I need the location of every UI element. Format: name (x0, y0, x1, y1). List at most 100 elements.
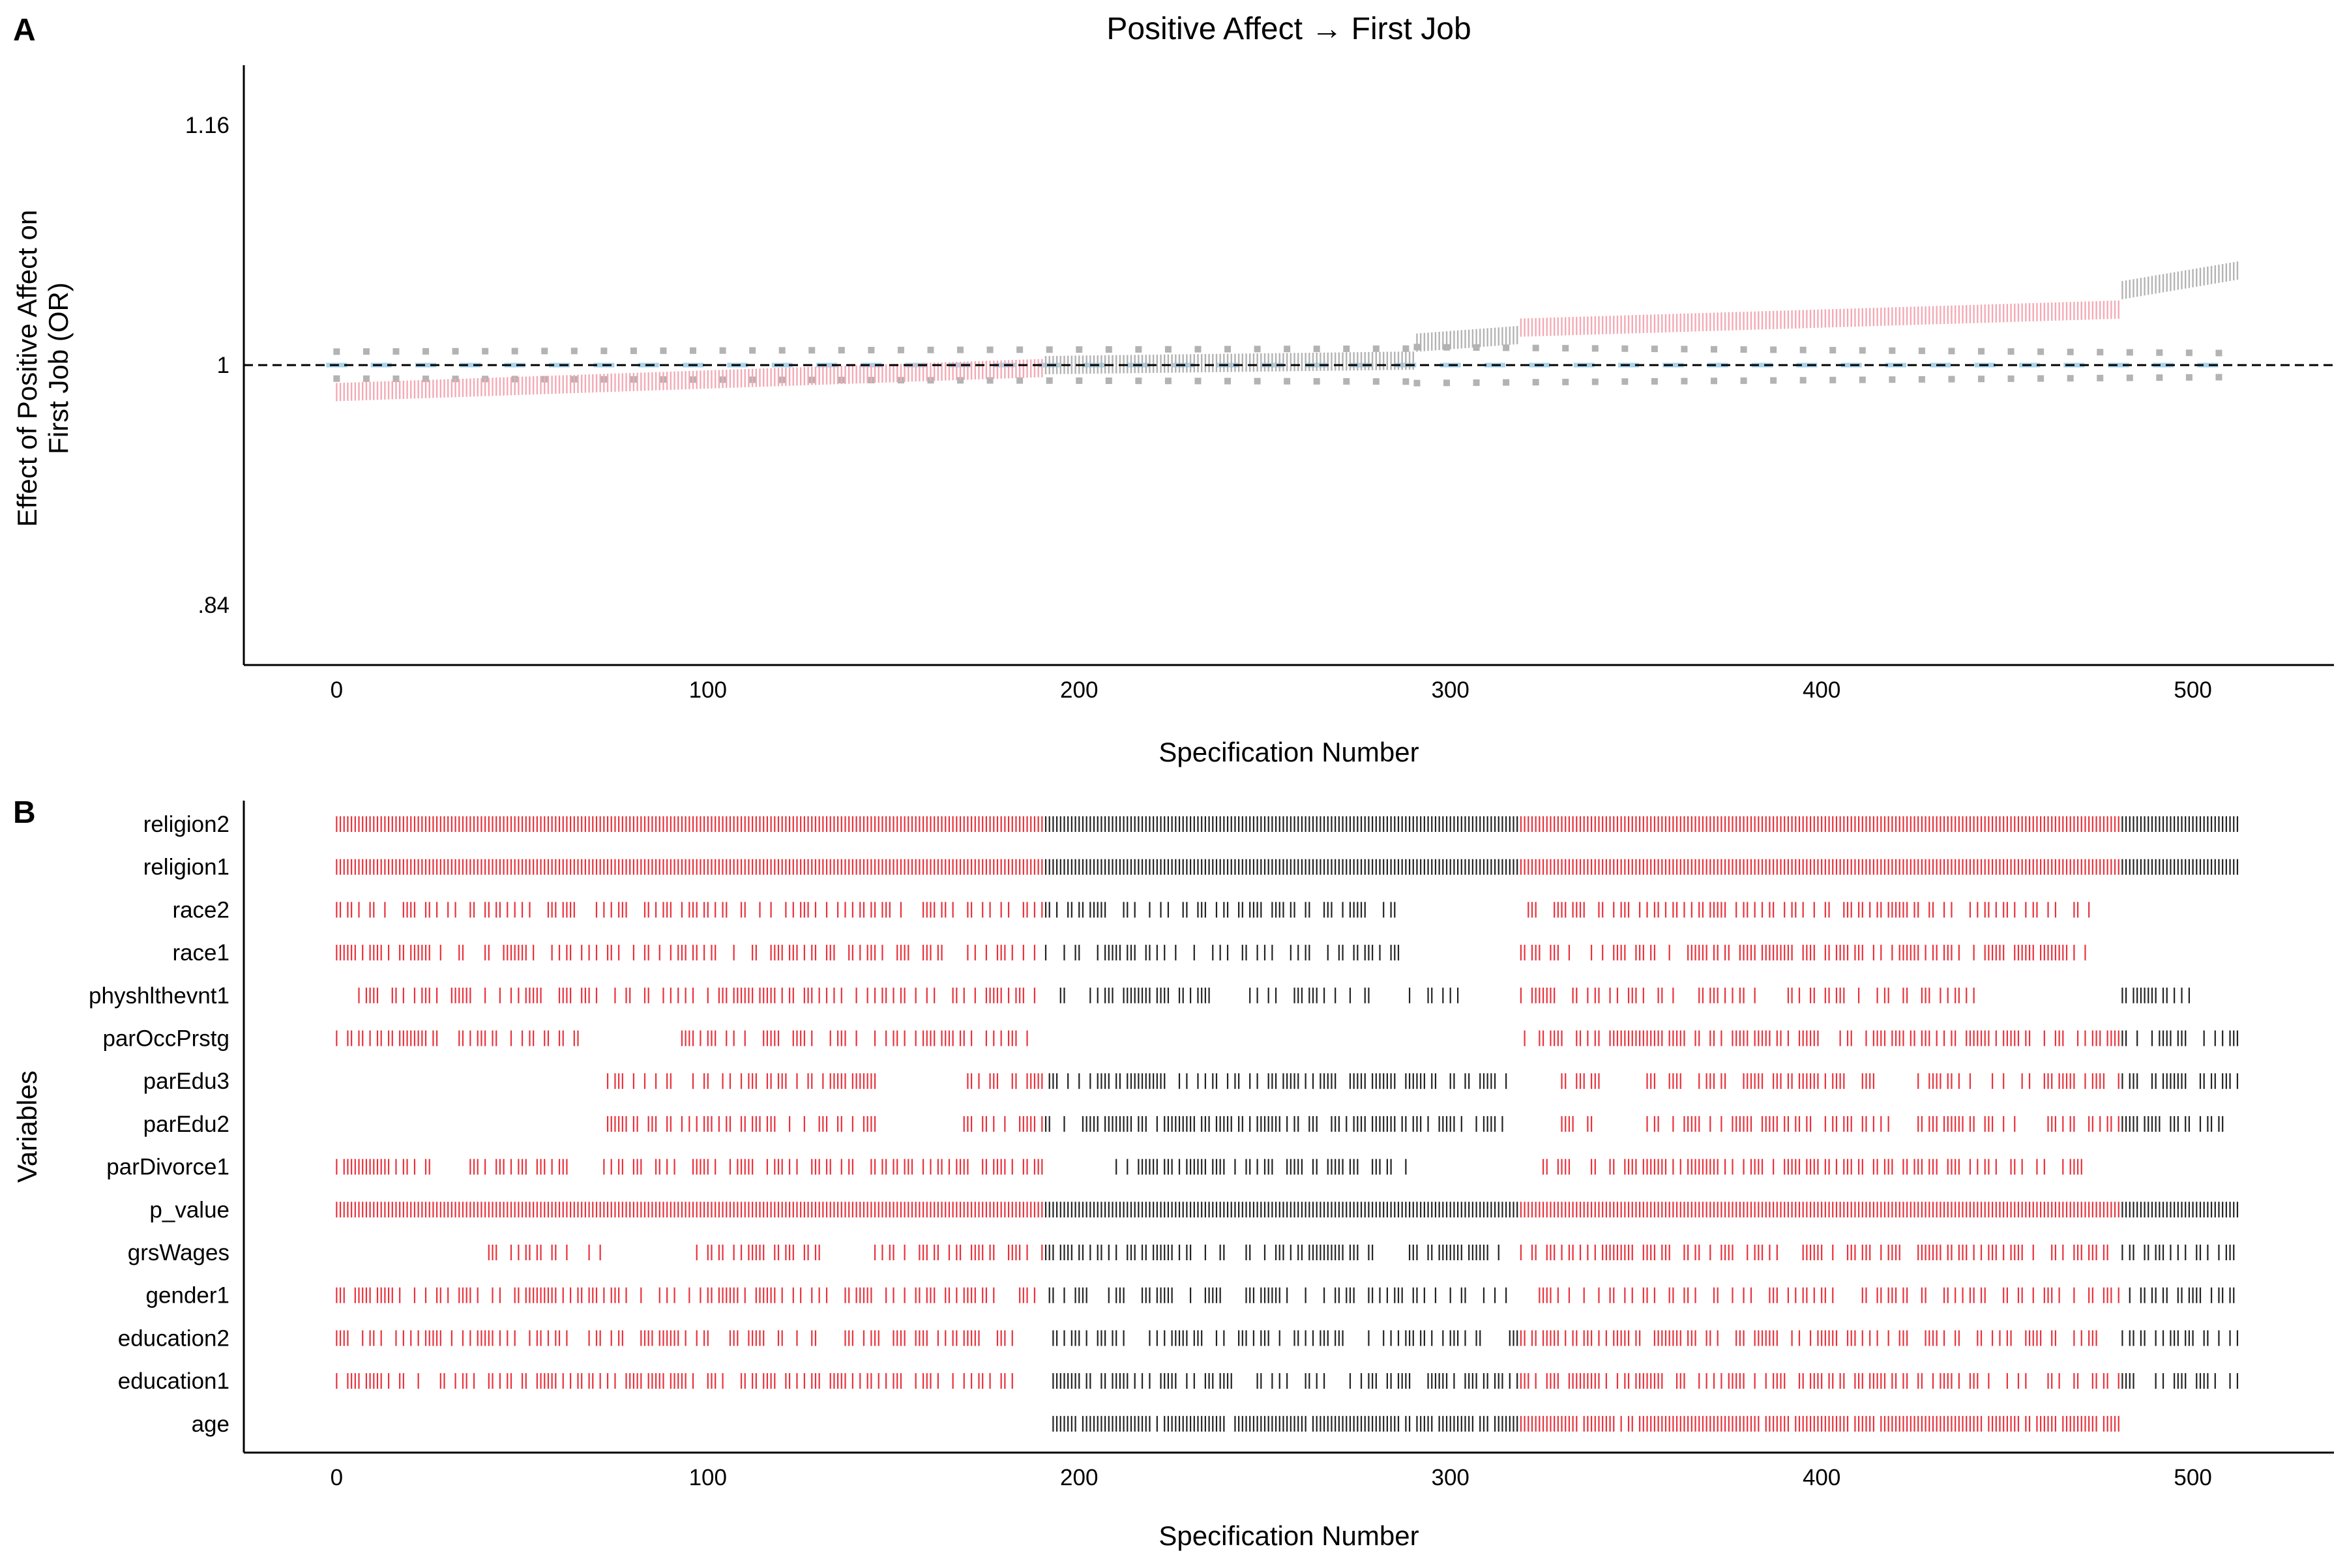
null-upper-mark (1224, 346, 1231, 352)
null-upper-mark (1533, 345, 1539, 351)
null-lower-mark (2067, 375, 2074, 381)
y-tick-label: .84 (198, 593, 229, 618)
null-lower-mark (333, 376, 340, 382)
null-lower-mark (1948, 376, 1955, 383)
null-upper-mark (452, 348, 459, 355)
null-upper-mark (1016, 346, 1023, 353)
null-upper-mark (2186, 349, 2192, 356)
null-upper-mark (957, 347, 964, 353)
null-upper-mark (571, 348, 578, 354)
null-upper-mark (1076, 346, 1082, 353)
null-lower-mark (2186, 374, 2192, 381)
null-lower-mark (1978, 376, 1985, 382)
null-lower-mark (1343, 378, 1350, 385)
null-lower-mark (1562, 379, 1569, 385)
null-upper-mark (541, 348, 548, 354)
x-tick-label: 100 (689, 677, 727, 703)
panel-b: B religion2religion1race2race1physhlthev… (12, 795, 2334, 1551)
null-upper-mark (1592, 345, 1599, 351)
null-upper-mark (1711, 346, 1717, 353)
null-upper-mark (690, 348, 696, 354)
null-upper-mark (1681, 346, 1687, 352)
null-lower-mark (1402, 378, 1409, 385)
null-lower-mark (2127, 375, 2133, 381)
null-upper-mark (630, 348, 637, 354)
null-upper-mark (1194, 346, 1201, 353)
panel-b-letter: B (13, 795, 36, 830)
y-tick-label: 1.16 (185, 113, 229, 138)
y-tick-label: 1 (217, 353, 229, 378)
null-lower-mark (1889, 376, 1895, 383)
null-upper-mark (2037, 348, 2044, 355)
null-lower-mark (1859, 377, 1866, 383)
null-lower-mark (1770, 377, 1777, 384)
panel-a-letter: A (13, 13, 36, 48)
null-upper-mark (1106, 346, 1112, 353)
null-upper-mark (2215, 349, 2222, 356)
null-upper-mark (1503, 344, 1509, 351)
null-upper-mark (2097, 349, 2103, 355)
null-lower-mark (2008, 376, 2015, 382)
panel-a: A Positive Affect → First Job .84 1 1.16 0 1… (12, 12, 2334, 767)
null-upper-mark (838, 347, 845, 353)
null-lower-mark (1473, 379, 1480, 386)
null-lower-mark (1016, 377, 1023, 384)
null-upper-mark (1859, 347, 1866, 353)
null-upper-mark (868, 347, 874, 353)
null-upper-mark (2127, 349, 2133, 355)
null-upper-mark (1800, 347, 1807, 353)
null-upper-mark (898, 347, 904, 353)
null-lower-mark (1503, 379, 1509, 386)
null-upper-mark (1621, 346, 1628, 352)
null-lower-mark (1711, 377, 1717, 384)
null-lower-mark (1681, 378, 1687, 385)
y-axis-title-line1: Effect of Positive Affect on (12, 210, 42, 527)
null-upper-mark (927, 347, 934, 353)
null-lower-mark (1741, 377, 1747, 384)
chart-title: Positive Affect → First Job (1106, 12, 1471, 46)
null-upper-mark (1254, 346, 1261, 352)
null-lower-mark (1592, 379, 1599, 385)
null-upper-mark (1402, 346, 1409, 352)
null-lower-mark (1046, 377, 1053, 384)
null-upper-mark (1770, 346, 1777, 353)
null-upper-mark (1373, 346, 1380, 352)
null-lower-mark (1800, 377, 1807, 383)
null-upper-mark (660, 348, 666, 354)
null-lower-mark (1165, 377, 1172, 384)
null-upper-mark (482, 348, 488, 355)
null-lower-mark (1621, 378, 1628, 385)
null-upper-mark (392, 348, 399, 355)
null-upper-mark (1829, 347, 1836, 353)
null-lower-mark (2097, 375, 2103, 381)
null-upper-mark (1046, 346, 1053, 353)
x-tick-label: 200 (1060, 677, 1098, 703)
null-lower-mark (1919, 376, 1925, 383)
null-lower-mark (1373, 378, 1380, 385)
null-upper-mark (1651, 346, 1658, 352)
null-upper-mark (1284, 346, 1290, 352)
null-upper-mark (1343, 346, 1350, 352)
null-lower-mark (1076, 377, 1082, 384)
x-tick-label: 0 (331, 677, 343, 703)
null-lower-mark (1533, 379, 1539, 385)
x-axis-title: Specification Number (1159, 737, 1419, 767)
null-lower-mark (1413, 380, 1420, 387)
null-upper-mark (1741, 346, 1747, 353)
null-lower-mark (1135, 377, 1142, 384)
null-upper-mark (2008, 348, 2015, 355)
null-lower-mark (2156, 374, 2162, 381)
null-lower-mark (1106, 377, 1112, 384)
null-lower-mark (1829, 377, 1836, 383)
null-upper-mark (1165, 346, 1172, 353)
null-upper-mark (1978, 348, 1985, 355)
null-lower-mark (2037, 376, 2044, 382)
null-upper-mark (720, 348, 726, 354)
null-lower-mark (363, 376, 370, 382)
null-lower-mark (1194, 377, 1201, 384)
null-upper-mark (987, 347, 994, 353)
null-upper-mark (363, 348, 370, 355)
null-upper-mark (1889, 348, 1895, 354)
